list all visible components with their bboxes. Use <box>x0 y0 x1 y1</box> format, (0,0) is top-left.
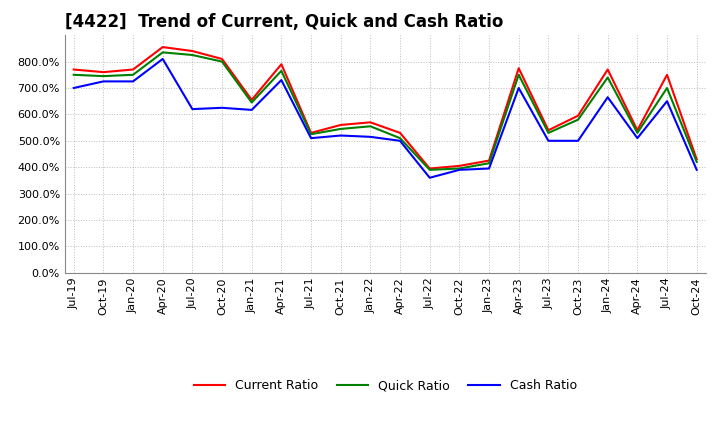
Cash Ratio <box>129 79 138 84</box>
Line: Current Ratio: Current Ratio <box>73 47 697 169</box>
Cash Ratio <box>277 77 286 83</box>
Cash Ratio <box>426 175 434 180</box>
Current Ratio <box>514 66 523 71</box>
Quick Ratio <box>693 159 701 165</box>
Quick Ratio <box>307 132 315 137</box>
Current Ratio <box>574 113 582 118</box>
Quick Ratio <box>544 130 553 136</box>
Quick Ratio <box>514 72 523 77</box>
Cash Ratio <box>603 95 612 100</box>
Cash Ratio <box>336 133 345 138</box>
Quick Ratio <box>426 167 434 172</box>
Current Ratio <box>129 67 138 72</box>
Cash Ratio <box>307 136 315 141</box>
Quick Ratio <box>248 100 256 105</box>
Cash Ratio <box>574 138 582 143</box>
Quick Ratio <box>129 72 138 77</box>
Quick Ratio <box>662 85 671 91</box>
Current Ratio <box>662 72 671 77</box>
Current Ratio <box>336 122 345 128</box>
Current Ratio <box>307 130 315 136</box>
Cash Ratio <box>544 138 553 143</box>
Current Ratio <box>426 166 434 171</box>
Current Ratio <box>188 48 197 54</box>
Current Ratio <box>455 163 464 169</box>
Current Ratio <box>217 56 226 62</box>
Current Ratio <box>248 97 256 103</box>
Cash Ratio <box>158 56 167 62</box>
Legend: Current Ratio, Quick Ratio, Cash Ratio: Current Ratio, Quick Ratio, Cash Ratio <box>189 374 582 397</box>
Quick Ratio <box>455 166 464 171</box>
Quick Ratio <box>277 68 286 73</box>
Cash Ratio <box>633 136 642 141</box>
Quick Ratio <box>485 161 493 166</box>
Current Ratio <box>693 157 701 162</box>
Current Ratio <box>99 70 108 75</box>
Quick Ratio <box>69 72 78 77</box>
Cash Ratio <box>69 85 78 91</box>
Current Ratio <box>277 62 286 67</box>
Current Ratio <box>603 67 612 72</box>
Current Ratio <box>69 67 78 72</box>
Cash Ratio <box>188 106 197 112</box>
Text: [4422]  Trend of Current, Quick and Cash Ratio: [4422] Trend of Current, Quick and Cash … <box>65 13 503 31</box>
Cash Ratio <box>248 107 256 113</box>
Current Ratio <box>366 120 374 125</box>
Cash Ratio <box>366 134 374 139</box>
Quick Ratio <box>366 124 374 129</box>
Current Ratio <box>485 158 493 163</box>
Quick Ratio <box>603 75 612 80</box>
Quick Ratio <box>633 130 642 136</box>
Cash Ratio <box>662 99 671 104</box>
Quick Ratio <box>217 59 226 64</box>
Quick Ratio <box>336 126 345 132</box>
Current Ratio <box>633 128 642 133</box>
Cash Ratio <box>396 138 405 143</box>
Cash Ratio <box>217 105 226 110</box>
Current Ratio <box>158 44 167 50</box>
Cash Ratio <box>99 79 108 84</box>
Quick Ratio <box>99 73 108 79</box>
Cash Ratio <box>693 167 701 172</box>
Quick Ratio <box>158 50 167 55</box>
Quick Ratio <box>574 117 582 122</box>
Current Ratio <box>396 130 405 136</box>
Line: Cash Ratio: Cash Ratio <box>73 59 697 178</box>
Cash Ratio <box>485 166 493 171</box>
Quick Ratio <box>188 52 197 58</box>
Cash Ratio <box>514 85 523 91</box>
Cash Ratio <box>455 167 464 172</box>
Quick Ratio <box>396 136 405 141</box>
Current Ratio <box>544 128 553 133</box>
Line: Quick Ratio: Quick Ratio <box>73 52 697 170</box>
